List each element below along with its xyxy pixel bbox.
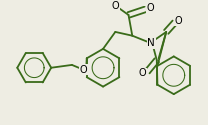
Text: N: N [147, 38, 155, 48]
Text: O: O [175, 16, 182, 26]
Text: O: O [146, 3, 154, 13]
Text: O: O [139, 68, 146, 78]
Text: O: O [79, 65, 87, 75]
Text: O: O [111, 0, 119, 10]
